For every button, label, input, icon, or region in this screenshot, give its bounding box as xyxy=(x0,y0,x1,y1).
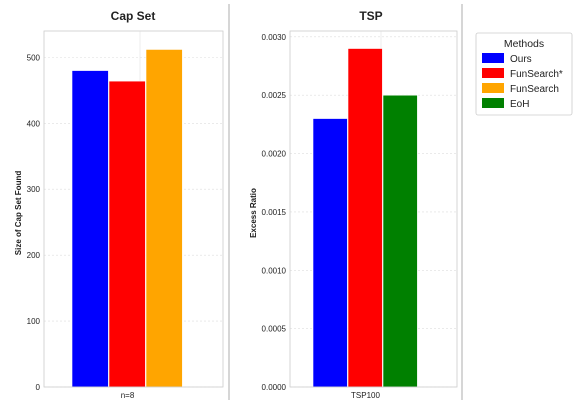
tsp-bar-eoh xyxy=(382,94,418,388)
capset-yticks: 0 100 200 300 400 500 xyxy=(27,53,41,392)
tsp-ytick-label: 0.0030 xyxy=(262,33,287,42)
capset-bar-funsearch xyxy=(108,80,146,388)
capset-bar-funsearch xyxy=(145,49,183,388)
capset-ytick-label: 300 xyxy=(27,185,41,194)
capset-chart: Cap Set Size of Cap Set Found 0 100 200 300… xyxy=(14,9,224,400)
legend-swatch xyxy=(482,83,504,93)
tsp-ytick-label: 0.0015 xyxy=(262,208,287,217)
tsp-ytick-label: 0.0000 xyxy=(262,383,287,392)
legend-label: Ours xyxy=(510,54,532,65)
tsp-plot-frame xyxy=(289,30,458,388)
capset-ytick-label: 100 xyxy=(27,317,41,326)
tsp-bars xyxy=(312,48,418,388)
legend-swatch xyxy=(482,53,504,63)
capset-title: Cap Set xyxy=(111,9,156,23)
capset-ytick-label: 0 xyxy=(36,383,41,392)
tsp-yticks: 0.0000 0.0005 0.0010 0.0015 0.0020 0.0025 0.00… xyxy=(262,33,287,392)
capset-xticks: n=8 xyxy=(121,391,135,400)
capset-bar-ours xyxy=(71,70,109,388)
tsp-ytick-label: 0.0010 xyxy=(262,266,287,275)
capset-ylabel: Size of Cap Set Found xyxy=(14,171,23,256)
legend-items: Ours FunSearch* FunSearch EoH xyxy=(482,53,563,110)
legend-label: FunSearch xyxy=(510,84,559,95)
capset-bars xyxy=(71,49,183,388)
tsp-title: TSP xyxy=(359,9,382,23)
legend-title: Methods xyxy=(504,38,544,50)
legend-label: EoH xyxy=(510,99,529,110)
capset-xtick-label: n=8 xyxy=(121,391,135,400)
tsp-xticks: TSP100 xyxy=(351,391,380,400)
tsp-ytick-label: 0.0005 xyxy=(262,325,287,334)
tsp-ytick-label: 0.0020 xyxy=(262,150,287,159)
capset-ytick-label: 500 xyxy=(27,53,41,62)
capset-plot-frame xyxy=(43,30,224,388)
tsp-ytick-label: 0.0025 xyxy=(262,91,287,100)
tsp-chart: TSP Excess Ratio 0.0000 0.0005 0.0010 0.001… xyxy=(249,9,458,400)
tsp-ylabel: Excess Ratio xyxy=(249,188,258,238)
capset-ytick-label: 400 xyxy=(27,119,41,128)
tsp-bar-ours xyxy=(312,118,348,388)
legend-swatch xyxy=(482,98,504,108)
legend-swatch xyxy=(482,68,504,78)
tsp-xtick-label: TSP100 xyxy=(351,391,380,400)
legend: Methods Ours FunSearch* FunSearch EoH xyxy=(475,32,573,116)
legend-label: FunSearch* xyxy=(510,69,563,80)
capset-ytick-label: 200 xyxy=(27,251,41,260)
tsp-bar-funsearch xyxy=(347,48,383,388)
